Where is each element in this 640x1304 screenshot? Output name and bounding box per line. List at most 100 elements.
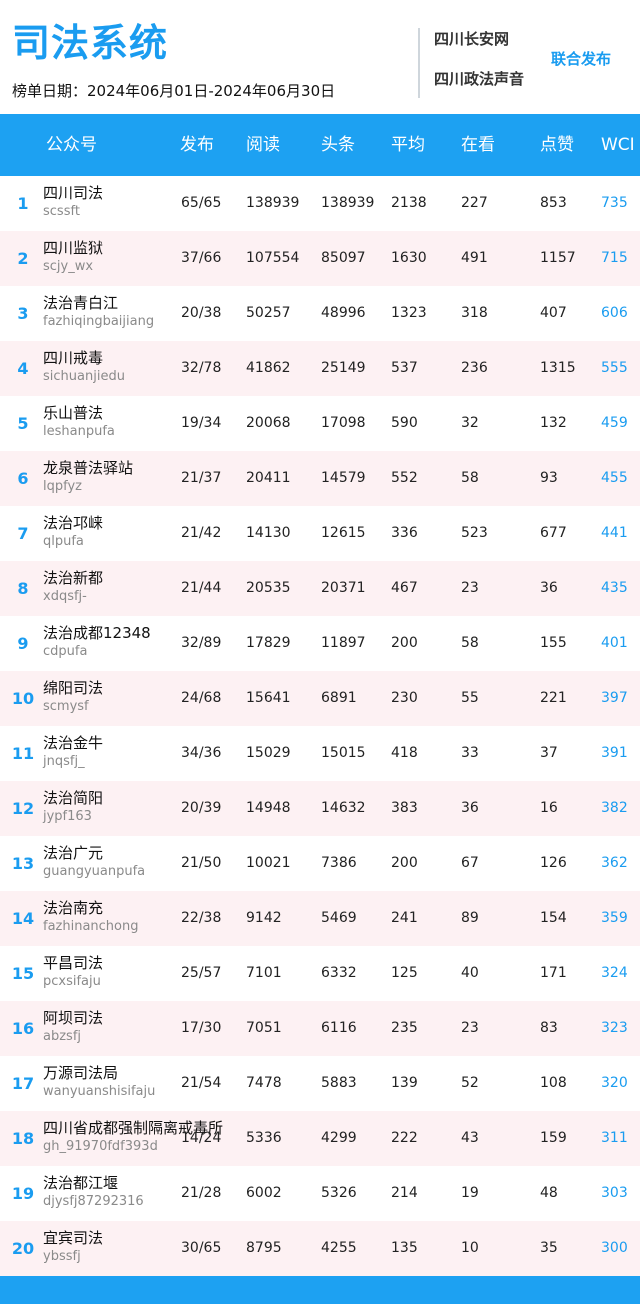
cell-watching: 55 bbox=[461, 690, 479, 706]
cell-watching: 236 bbox=[461, 360, 488, 376]
cell-likes: 1315 bbox=[540, 360, 576, 376]
cell-posts: 20/38 bbox=[181, 305, 222, 321]
cell-account-name: 法治邛崃 bbox=[43, 514, 104, 532]
cell-posts: 24/68 bbox=[181, 690, 222, 706]
table-row: 16 阿坝司法 abzsfj 17/30 7051 6116 235 23 83 323 bbox=[0, 1001, 640, 1056]
cell-reads: 50257 bbox=[246, 305, 291, 321]
cell-likes: 171 bbox=[540, 965, 567, 981]
cell-average: 383 bbox=[391, 800, 418, 816]
cell-account-name: 阿坝司法 bbox=[43, 1009, 104, 1027]
table-row: 15 平昌司法 pcxsifaju 25/57 7101 6332 125 40 171 324 bbox=[0, 946, 640, 1001]
cell-posts: 20/39 bbox=[181, 800, 222, 816]
cell-posts: 30/65 bbox=[181, 1240, 222, 1256]
cell-reads: 6002 bbox=[246, 1185, 282, 1201]
cell-average: 214 bbox=[391, 1185, 418, 1201]
cell-average: 200 bbox=[391, 855, 418, 871]
cell-account-name: 法治青白江 bbox=[43, 294, 119, 312]
cell-posts: 22/38 bbox=[181, 910, 222, 926]
cell-rank: 18 bbox=[11, 1129, 35, 1148]
cell-reads: 17829 bbox=[246, 635, 291, 651]
table-row: 11 法治金牛 jnqsfj_ 34/36 15029 15015 418 33 37 391 bbox=[0, 726, 640, 781]
cell-posts: 65/65 bbox=[181, 195, 222, 211]
cell-account-name: 法治新都 bbox=[43, 569, 104, 587]
cell-account-id: djysfj87292316 bbox=[43, 1194, 144, 1209]
cell-posts: 21/54 bbox=[181, 1075, 222, 1091]
cell-wci: 303 bbox=[601, 1185, 628, 1201]
cell-rank: 3 bbox=[17, 304, 29, 323]
cell-headline: 17098 bbox=[321, 415, 366, 431]
source-sichuan-zhengfa: 四川政法声音 bbox=[434, 70, 525, 88]
cell-account-name: 四川监狱 bbox=[43, 239, 104, 257]
cell-wci: 323 bbox=[601, 1020, 628, 1036]
cell-wci: 324 bbox=[601, 965, 628, 981]
cell-watching: 89 bbox=[461, 910, 479, 926]
cell-wci: 441 bbox=[601, 525, 628, 541]
cell-account-id: wanyuanshisifaju bbox=[43, 1084, 156, 1099]
cell-wci: 606 bbox=[601, 305, 628, 321]
cell-reads: 107554 bbox=[246, 250, 300, 266]
cell-rank: 15 bbox=[11, 964, 35, 983]
cell-account-id: jnqsfj_ bbox=[43, 754, 85, 769]
cell-headline: 11897 bbox=[321, 635, 366, 651]
cell-watching: 23 bbox=[461, 1020, 479, 1036]
cell-likes: 155 bbox=[540, 635, 567, 651]
cell-rank: 19 bbox=[11, 1184, 35, 1203]
cell-likes: 407 bbox=[540, 305, 567, 321]
cell-account-id: scmysf bbox=[43, 699, 89, 714]
cell-wci: 735 bbox=[601, 195, 628, 211]
column-header-average: 平均 bbox=[391, 135, 425, 155]
cell-wci: 397 bbox=[601, 690, 628, 706]
cell-rank: 16 bbox=[11, 1019, 35, 1038]
column-header-posts: 发布 bbox=[180, 135, 214, 155]
cell-headline: 15015 bbox=[321, 745, 366, 761]
cell-account-name: 乐山普法 bbox=[43, 404, 104, 422]
cell-reads: 20411 bbox=[246, 470, 291, 486]
cell-watching: 227 bbox=[461, 195, 488, 211]
cell-likes: 37 bbox=[540, 745, 558, 761]
cell-account-id: fazhinanchong bbox=[43, 919, 139, 934]
cell-watching: 58 bbox=[461, 470, 479, 486]
cell-watching: 523 bbox=[461, 525, 488, 541]
cell-average: 418 bbox=[391, 745, 418, 761]
cell-wci: 300 bbox=[601, 1240, 628, 1256]
cell-rank: 12 bbox=[11, 799, 35, 818]
cell-account-name: 法治广元 bbox=[43, 844, 104, 862]
cell-account-id: lqpfyz bbox=[43, 479, 82, 494]
cell-reads: 138939 bbox=[246, 195, 300, 211]
cell-account-id: pcxsifaju bbox=[43, 974, 101, 989]
cell-rank: 10 bbox=[11, 689, 35, 708]
cell-wci: 382 bbox=[601, 800, 628, 816]
table-row: 8 法治新都 xdqsfj- 21/44 20535 20371 467 23 36 435 bbox=[0, 561, 640, 616]
cell-watching: 318 bbox=[461, 305, 488, 321]
cell-reads: 10021 bbox=[246, 855, 291, 871]
cell-average: 235 bbox=[391, 1020, 418, 1036]
cell-likes: 93 bbox=[540, 470, 558, 486]
cell-account-id: gh_91970fdf393d bbox=[43, 1139, 158, 1154]
cell-rank: 9 bbox=[17, 634, 29, 653]
cell-account-name: 宜宾司法 bbox=[43, 1229, 104, 1247]
cell-reads: 7478 bbox=[246, 1075, 282, 1091]
cell-likes: 108 bbox=[540, 1075, 567, 1091]
cell-account-name: 四川省成都强制隔离戒毒所 bbox=[43, 1119, 224, 1137]
cell-headline: 14579 bbox=[321, 470, 366, 486]
cell-account-name: 万源司法局 bbox=[43, 1064, 119, 1082]
cell-account-name: 法治成都12348 bbox=[43, 624, 151, 642]
cell-average: 125 bbox=[391, 965, 418, 981]
cell-likes: 35 bbox=[540, 1240, 558, 1256]
cell-rank: 6 bbox=[17, 469, 29, 488]
column-header-watching: 在看 bbox=[461, 135, 495, 155]
divider bbox=[418, 28, 420, 98]
column-header-likes: 点赞 bbox=[540, 135, 574, 155]
cell-reads: 15029 bbox=[246, 745, 291, 761]
cell-account-id: scssft bbox=[43, 204, 80, 219]
cell-posts: 32/89 bbox=[181, 635, 222, 651]
cell-watching: 43 bbox=[461, 1130, 479, 1146]
table-row: 10 绵阳司法 scmysf 24/68 15641 6891 230 55 221 397 bbox=[0, 671, 640, 726]
cell-account-id: fazhiqingbaijiang bbox=[43, 314, 155, 329]
source-sichuan-changan: 四川长安网 bbox=[434, 30, 510, 48]
cell-account-name: 平昌司法 bbox=[43, 954, 104, 972]
cell-rank: 20 bbox=[11, 1239, 35, 1258]
cell-posts: 25/57 bbox=[181, 965, 222, 981]
cell-watching: 58 bbox=[461, 635, 479, 651]
page-title: 司法系统 bbox=[12, 21, 169, 65]
